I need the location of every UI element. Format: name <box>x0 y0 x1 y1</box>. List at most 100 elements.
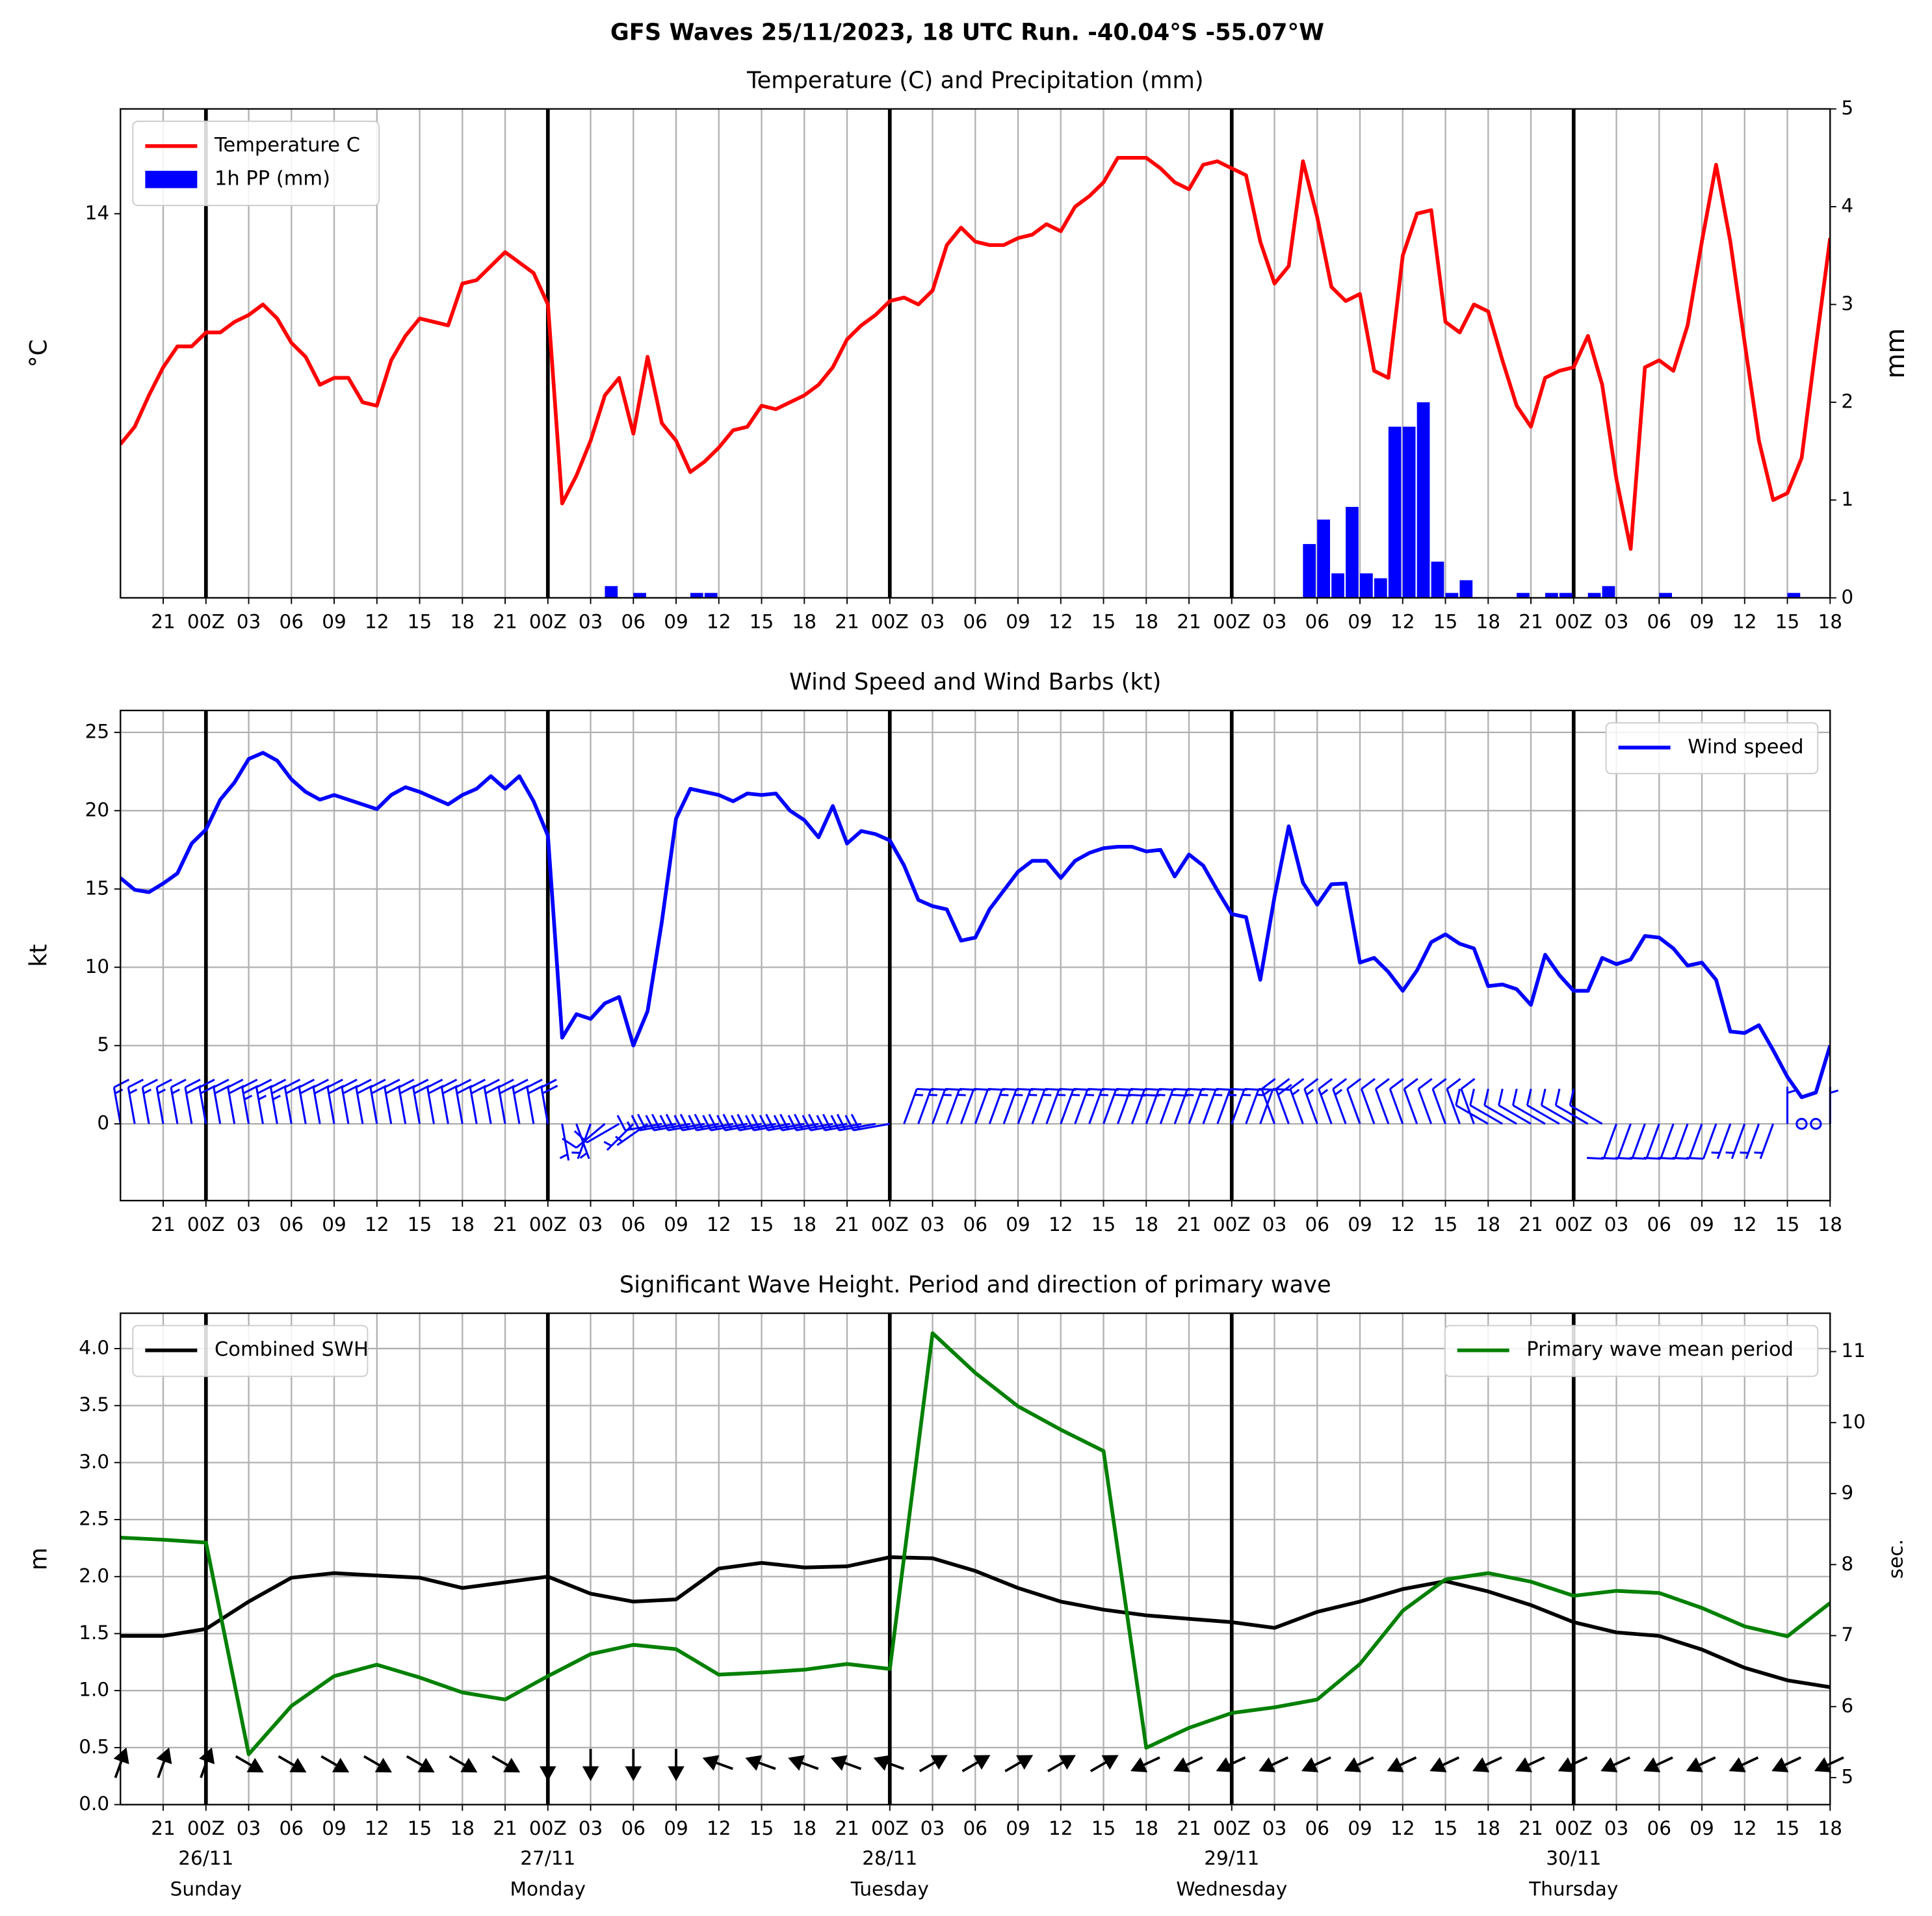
wind-barb <box>141 1078 158 1124</box>
wind-barb <box>483 1078 501 1124</box>
wind-barb <box>1455 1089 1489 1125</box>
x-tick-label: 00Z <box>1555 610 1593 632</box>
wind-barb <box>1469 1089 1503 1125</box>
y2-tick-label: 3 <box>1841 292 1853 315</box>
x-tick-label: 12 <box>1049 610 1073 632</box>
wind-barb <box>1360 1078 1376 1124</box>
precip-bar <box>1346 506 1359 598</box>
x-tick-label: 00Z <box>1213 1817 1251 1839</box>
x-tick-label: 09 <box>1006 610 1030 632</box>
wind-barb <box>1600 1123 1632 1160</box>
x-tick-label: 00Z <box>1555 1213 1593 1236</box>
y-tick-label: 14 <box>85 201 110 224</box>
x-tick-label: 00Z <box>529 610 567 632</box>
precip-bar <box>1602 586 1615 598</box>
legend-label: Combined SWH <box>215 1338 369 1361</box>
chart-title: Temperature (C) and Precipitation (mm) <box>746 68 1203 94</box>
wind-barb <box>1389 1078 1404 1124</box>
x-tick-label: 12 <box>1049 1213 1073 1236</box>
x-tick-label: 18 <box>450 1213 475 1236</box>
x-tick-label: 15 <box>1091 1213 1116 1236</box>
wind-barb <box>1754 1123 1775 1159</box>
wind-barb <box>1569 1089 1603 1125</box>
x-tick-label: 12 <box>1732 1817 1757 1839</box>
y2-tick-label: 9 <box>1841 1482 1853 1504</box>
y-tick-label: 0 <box>97 1112 109 1134</box>
wave-arrow <box>625 1748 642 1781</box>
wind-barb <box>1725 1123 1746 1159</box>
wind-barb <box>312 1078 330 1124</box>
wave-arrow <box>1429 1756 1460 1772</box>
x-tick-label: 09 <box>1006 1817 1030 1839</box>
precip-bar <box>1402 426 1416 598</box>
x-tick-label: 12 <box>1049 1817 1073 1839</box>
x-tick-label: 18 <box>1134 1213 1159 1236</box>
x-tick-label: 00Z <box>529 1817 567 1839</box>
y-tick-label: 2.0 <box>79 1564 109 1586</box>
wave-arrow <box>1130 1756 1160 1772</box>
wave-arrow <box>1686 1756 1716 1772</box>
x-tick-label: 06 <box>963 1213 988 1236</box>
plot-frame <box>120 108 1831 599</box>
wind-barb <box>573 1122 620 1144</box>
wind-barb <box>255 1078 273 1124</box>
wind-barb <box>559 1123 570 1161</box>
y2-tick-label: 8 <box>1841 1553 1853 1575</box>
wind-barb <box>398 1078 416 1124</box>
precip-bar <box>1517 593 1530 598</box>
x-tick-label: 09 <box>322 610 346 632</box>
wind-barb <box>562 1123 606 1149</box>
y-tick-label: 15 <box>85 877 110 899</box>
x-tick-label: 21 <box>1177 1213 1201 1236</box>
wave-arrow <box>1558 1756 1588 1772</box>
x-tick-label: 21 <box>151 610 176 632</box>
x-tick-label: 21 <box>1519 610 1543 632</box>
precip-bar <box>1545 593 1558 598</box>
x-tick-label: 09 <box>664 610 688 632</box>
wind-barb <box>1554 1089 1589 1125</box>
wave-arrow <box>702 1755 733 1771</box>
wind-barb <box>426 1078 444 1124</box>
wave-arrow <box>873 1755 904 1771</box>
day-label: Monday <box>510 1878 586 1900</box>
x-tick-label: 00Z <box>187 1817 225 1839</box>
y-tick-label: 3.5 <box>79 1393 109 1416</box>
suptitle: GFS Waves 25/11/2023, 18 UTC Run. -40.04… <box>610 19 1324 45</box>
date-label: 26/11 <box>178 1847 233 1869</box>
x-tick-label: 06 <box>621 1213 646 1236</box>
x-tick-label: 21 <box>1519 1213 1543 1236</box>
precip-bar <box>1374 578 1387 598</box>
x-tick-label: 12 <box>1732 610 1757 632</box>
series-line <box>120 1331 1831 1756</box>
wind-barb <box>512 1078 530 1124</box>
wind-barb <box>1643 1123 1675 1160</box>
wave-arrow <box>320 1755 350 1773</box>
series-line <box>120 155 1831 551</box>
y2-tick-label: 0 <box>1841 586 1853 608</box>
precip-bar <box>605 586 618 598</box>
x-tick-label: 06 <box>621 1817 646 1839</box>
x-tick-label: 18 <box>1134 1817 1159 1839</box>
x-tick-label: 18 <box>1476 610 1500 632</box>
x-tick-label: 06 <box>280 1213 304 1236</box>
x-tick-label: 09 <box>1690 1213 1714 1236</box>
x-tick-label: 18 <box>792 1213 817 1236</box>
y-tick-label: 0.0 <box>79 1793 109 1815</box>
precip-bar <box>1303 544 1316 598</box>
wind-barb <box>1711 1123 1732 1159</box>
x-tick-label: 09 <box>322 1213 346 1236</box>
x-tick-label: 12 <box>365 1213 389 1236</box>
y-tick-label: 4.0 <box>79 1336 109 1358</box>
x-tick-label: 00Z <box>187 1213 225 1236</box>
wind-barb <box>1526 1089 1560 1125</box>
x-tick-label: 06 <box>1305 1817 1330 1839</box>
wind-barb <box>1275 1078 1292 1124</box>
wave-arrow <box>1387 1756 1417 1772</box>
legend-box <box>1444 1325 1819 1377</box>
y-axis-label: kt <box>25 944 53 967</box>
precip-bar <box>690 593 703 598</box>
x-tick-label: 12 <box>707 610 731 632</box>
plot-frame <box>120 1312 1831 1806</box>
x-tick-label: 03 <box>1262 1817 1287 1839</box>
x-tick-label: 06 <box>621 610 646 632</box>
